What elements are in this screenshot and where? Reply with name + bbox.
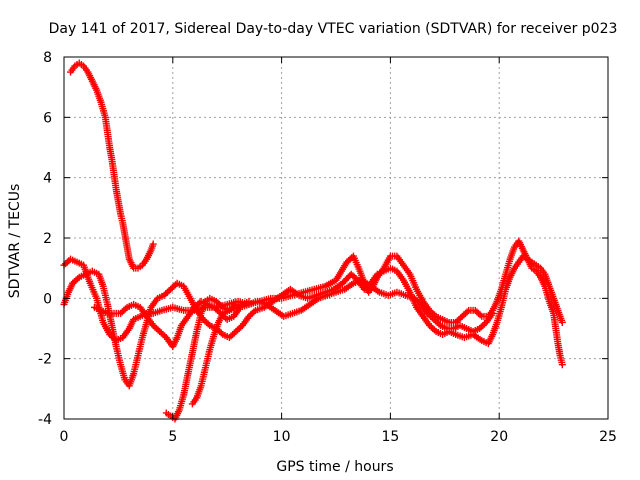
x-tick-label: 10 bbox=[273, 429, 291, 445]
data-point-marker bbox=[245, 297, 253, 305]
x-tick-label: 25 bbox=[599, 429, 617, 445]
y-tick-label: 0 bbox=[43, 291, 52, 307]
y-tick-label: 4 bbox=[43, 171, 52, 187]
data-point-marker bbox=[558, 318, 566, 326]
series-track-6 bbox=[188, 297, 253, 408]
data-point-marker bbox=[489, 309, 497, 317]
grid-lines bbox=[64, 57, 608, 419]
series-track-2 bbox=[60, 237, 566, 345]
x-axis-label: GPS time / hours bbox=[276, 459, 393, 475]
x-tick-label: 15 bbox=[381, 429, 399, 445]
data-point-marker bbox=[121, 305, 129, 313]
x-tick-label: 5 bbox=[168, 429, 177, 445]
data-point-marker bbox=[250, 308, 258, 316]
data-point-marker bbox=[149, 240, 157, 248]
x-tick-label: 0 bbox=[60, 429, 69, 445]
series-track-1 bbox=[67, 59, 157, 272]
data-point-marker bbox=[476, 311, 484, 319]
chart-title: Day 141 of 2017, Sidereal Day-to-day VTE… bbox=[49, 21, 618, 37]
y-tick-label: -4 bbox=[38, 412, 52, 428]
data-point-marker bbox=[217, 302, 225, 310]
data-point-marker bbox=[430, 326, 438, 334]
axis-ticks: 0 5 10 15 20 25 -4 -2 0 2 4 6 8 bbox=[38, 50, 617, 445]
y-tick-label: -2 bbox=[38, 352, 52, 368]
data-point-marker bbox=[558, 361, 566, 369]
data-points bbox=[60, 59, 566, 423]
y-tick-label: 6 bbox=[43, 110, 52, 126]
data-point-marker bbox=[463, 308, 471, 316]
x-tick-label: 20 bbox=[490, 429, 508, 445]
series-track-4 bbox=[90, 276, 497, 351]
y-tick-label: 2 bbox=[43, 231, 52, 247]
y-tick-label: 8 bbox=[43, 50, 52, 66]
data-point-marker bbox=[204, 320, 212, 328]
data-point-marker bbox=[74, 275, 82, 283]
y-axis-label: SDTVAR / TECUs bbox=[7, 184, 23, 299]
data-point-marker bbox=[217, 329, 225, 337]
data-point-marker bbox=[435, 320, 443, 328]
